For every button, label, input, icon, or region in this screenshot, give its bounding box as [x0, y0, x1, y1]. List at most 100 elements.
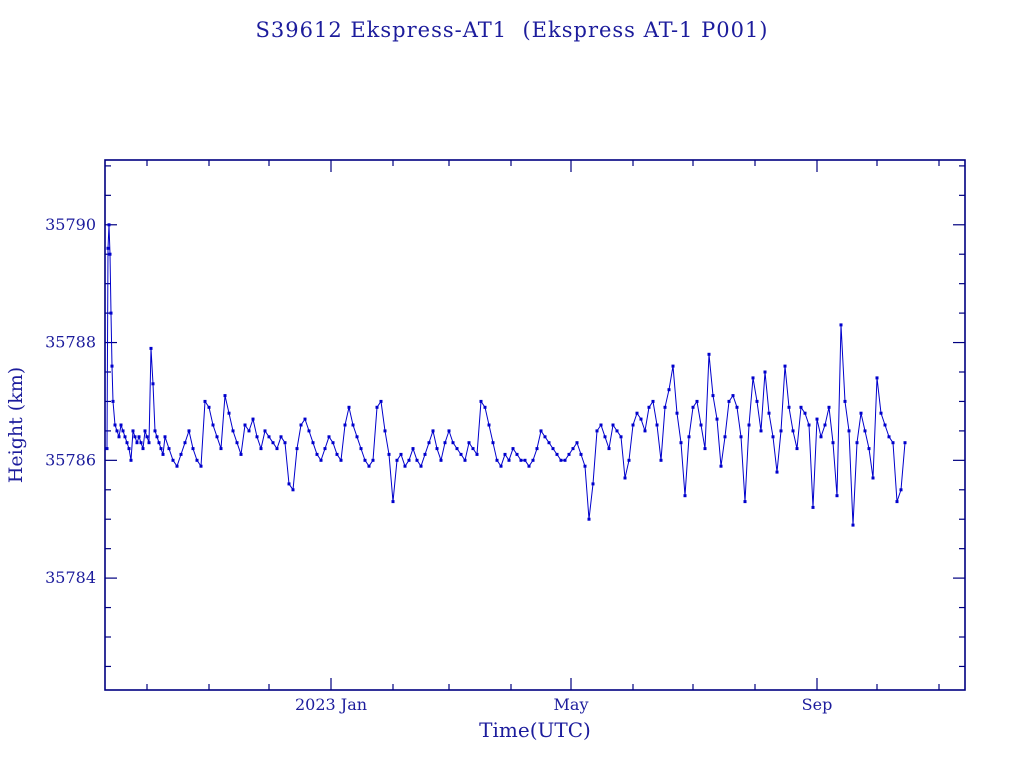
- data-marker: [839, 323, 843, 327]
- data-marker: [703, 447, 707, 451]
- data-marker: [161, 452, 165, 456]
- data-marker: [843, 399, 847, 403]
- data-marker: [687, 435, 691, 439]
- data-marker: [259, 447, 263, 451]
- data-marker: [859, 411, 863, 415]
- data-marker: [141, 447, 145, 451]
- data-marker: [579, 452, 583, 456]
- data-marker: [303, 417, 307, 421]
- x-tick-label: May: [554, 695, 589, 714]
- data-marker: [711, 394, 715, 398]
- data-marker: [115, 429, 119, 433]
- data-marker: [363, 458, 367, 462]
- data-marker: [451, 441, 455, 445]
- data-marker: [263, 429, 267, 433]
- data-marker: [107, 223, 111, 227]
- data-marker: [347, 405, 351, 409]
- data-marker: [743, 500, 747, 504]
- data-marker: [675, 411, 679, 415]
- data-marker: [735, 405, 739, 409]
- data-marker: [755, 399, 759, 403]
- data-marker: [531, 458, 535, 462]
- data-marker: [459, 452, 463, 456]
- data-marker: [655, 423, 659, 427]
- data-marker: [575, 441, 579, 445]
- data-marker: [899, 488, 903, 492]
- data-marker: [463, 458, 467, 462]
- data-marker: [471, 447, 475, 451]
- data-marker: [827, 405, 831, 409]
- data-marker: [110, 364, 114, 368]
- data-marker: [731, 394, 735, 398]
- data-line: [106, 224, 906, 526]
- data-marker: [903, 441, 907, 445]
- data-marker: [195, 458, 199, 462]
- data-marker: [623, 476, 627, 480]
- data-marker: [759, 429, 763, 433]
- data-marker: [131, 429, 135, 433]
- data-marker: [775, 470, 779, 474]
- data-marker: [619, 435, 623, 439]
- data-marker: [129, 458, 133, 462]
- data-marker: [311, 441, 315, 445]
- data-marker: [175, 464, 179, 468]
- data-marker: [831, 441, 835, 445]
- data-marker: [106, 246, 110, 250]
- data-marker: [787, 405, 791, 409]
- data-marker: [763, 370, 767, 374]
- data-marker: [335, 452, 339, 456]
- data-marker: [815, 417, 819, 421]
- data-marker: [767, 411, 771, 415]
- data-marker: [875, 376, 879, 380]
- data-marker: [153, 429, 157, 433]
- data-marker: [355, 435, 359, 439]
- data-marker: [719, 464, 723, 468]
- data-marker: [223, 394, 227, 398]
- data-marker: [121, 429, 125, 433]
- data-marker: [359, 447, 363, 451]
- data-marker: [571, 447, 575, 451]
- data-marker: [117, 435, 121, 439]
- data-marker: [747, 423, 751, 427]
- data-marker: [323, 447, 327, 451]
- data-marker: [895, 500, 899, 504]
- data-marker: [563, 458, 567, 462]
- data-marker: [511, 447, 515, 451]
- data-marker: [315, 452, 319, 456]
- data-marker: [503, 452, 507, 456]
- data-marker: [137, 435, 141, 439]
- y-tick-label: 35788: [45, 333, 96, 352]
- chart-title: S39612 Ekspress-AT1 (Ekspress AT-1 P001): [255, 18, 769, 42]
- data-marker: [295, 447, 299, 451]
- data-marker: [207, 405, 211, 409]
- data-marker: [611, 423, 615, 427]
- data-marker: [167, 447, 171, 451]
- data-marker: [219, 447, 223, 451]
- data-marker: [663, 405, 667, 409]
- data-marker: [431, 429, 435, 433]
- data-marker: [387, 452, 391, 456]
- data-marker: [327, 435, 331, 439]
- data-marker: [287, 482, 291, 486]
- data-marker: [133, 435, 137, 439]
- data-marker: [199, 464, 203, 468]
- data-marker: [419, 464, 423, 468]
- data-marker: [375, 405, 379, 409]
- data-marker: [215, 435, 219, 439]
- data-marker: [855, 441, 859, 445]
- data-marker: [607, 447, 611, 451]
- data-marker: [587, 517, 591, 521]
- data-marker: [319, 458, 323, 462]
- data-marker: [267, 435, 271, 439]
- data-marker: [231, 429, 235, 433]
- data-marker: [483, 405, 487, 409]
- data-marker: [383, 429, 387, 433]
- data-marker: [299, 423, 303, 427]
- data-marker: [105, 447, 109, 451]
- data-marker: [247, 429, 251, 433]
- data-marker: [751, 376, 755, 380]
- data-marker: [183, 441, 187, 445]
- data-marker: [627, 458, 631, 462]
- data-marker: [883, 423, 887, 427]
- data-marker: [239, 452, 243, 456]
